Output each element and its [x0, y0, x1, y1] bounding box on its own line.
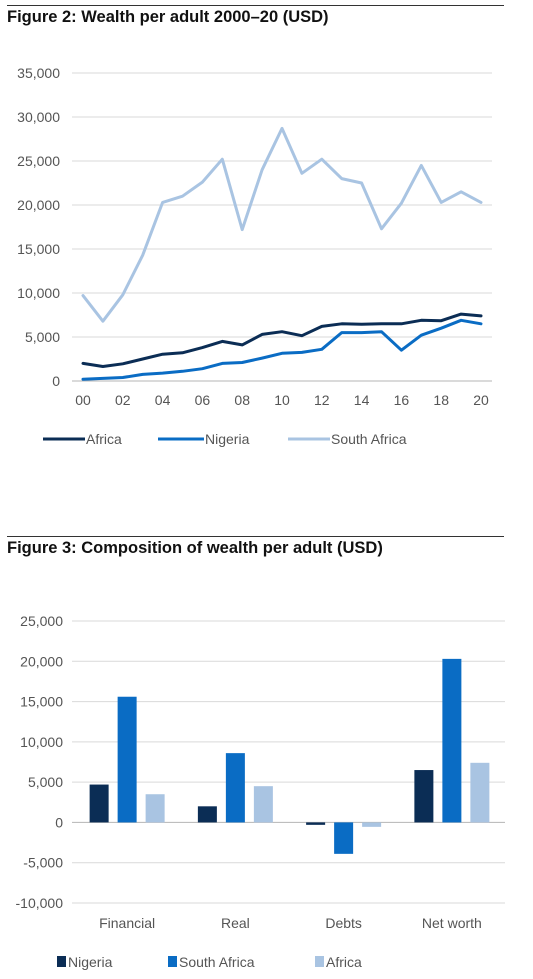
x-tick-label: 02	[115, 392, 131, 408]
figure-2-title: Figure 2: Wealth per adult 2000–20 (USD)	[7, 8, 329, 26]
y-tick-label: -10,000	[16, 895, 64, 911]
x-tick-label: 08	[234, 392, 250, 408]
y-tick-label: 25,000	[17, 153, 60, 169]
bar-nigeria	[197, 806, 217, 823]
y-tick-label: 0	[52, 373, 60, 389]
legend-label-south-africa: South Africa	[179, 954, 255, 970]
line-chart: 0 5,000 10,000 15,000 20,000 25,000 30,000 35,0…	[17, 65, 492, 447]
y-tick-label: 30,000	[17, 109, 60, 125]
legend-swatch-africa	[315, 956, 324, 967]
x-category-label: Debts	[325, 915, 362, 931]
legend-swatch-nigeria	[57, 956, 66, 967]
legend-label-nigeria: Nigeria	[68, 954, 113, 970]
x-category-label: Financial	[99, 915, 155, 931]
bar-africa	[253, 786, 273, 823]
bar-africa	[470, 762, 490, 823]
y-tick-label: 0	[55, 814, 63, 830]
x-tick-label: 16	[394, 392, 410, 408]
x-tick-label: 06	[195, 392, 211, 408]
x-category-label: Net worth	[422, 915, 482, 931]
bar-nigeria	[414, 770, 434, 823]
y-tick-label: 20,000	[20, 653, 63, 669]
legend-label-africa: Africa	[86, 431, 122, 447]
x-tick-label: 20	[473, 392, 489, 408]
series-line-africa	[81, 312, 483, 368]
series-line-south-africa	[81, 126, 483, 323]
y-tick-label: 5,000	[25, 329, 60, 345]
y-tick-label: 20,000	[17, 197, 60, 213]
x-tick-label: 18	[433, 392, 449, 408]
bar-nigeria	[306, 822, 326, 825]
legend-label-africa: Africa	[326, 954, 362, 970]
bar-africa	[145, 794, 165, 823]
legend-label-south-africa: South Africa	[331, 431, 407, 447]
bar-nigeria	[89, 784, 109, 823]
x-tick-label: 00	[75, 392, 91, 408]
x-tick-label: 04	[155, 392, 171, 408]
legend-swatch-south-africa	[168, 956, 177, 967]
bar-south-africa	[117, 696, 137, 823]
y-tick-label: 35,000	[17, 65, 60, 81]
figure-2: Figure 2: Wealth per adult 2000–20 (USD)…	[0, 0, 533, 470]
y-tick-label: -5,000	[23, 855, 63, 871]
figure-3-rule	[7, 536, 504, 537]
x-tick-label: 12	[314, 392, 330, 408]
x-category-label: Real	[221, 915, 250, 931]
y-tick-label: 10,000	[17, 285, 60, 301]
bar-south-africa	[442, 658, 462, 823]
x-tick-label: 14	[354, 392, 370, 408]
x-tick-label: 10	[274, 392, 290, 408]
bar-africa	[362, 822, 382, 827]
figure-3-title: Figure 3: Composition of wealth per adul…	[7, 539, 383, 557]
figure-2-rule	[7, 5, 504, 6]
y-tick-label: 15,000	[20, 694, 63, 710]
bar-south-africa	[334, 822, 354, 854]
legend-label-nigeria: Nigeria	[205, 431, 250, 447]
bar-south-africa	[225, 753, 245, 823]
y-tick-label: 5,000	[28, 774, 63, 790]
y-tick-label: 15,000	[17, 241, 60, 257]
y-tick-label: 10,000	[20, 734, 63, 750]
series-line-nigeria	[81, 318, 483, 381]
y-tick-label: 25,000	[20, 613, 63, 629]
